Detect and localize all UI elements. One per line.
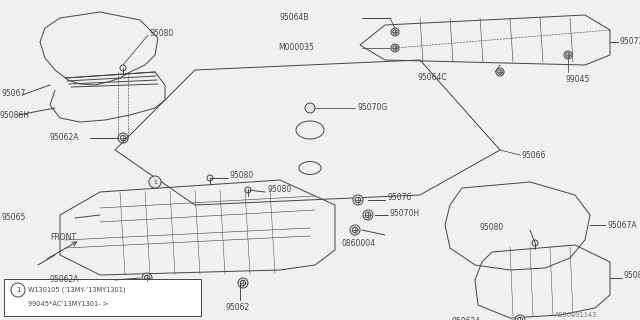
Circle shape: [305, 103, 315, 113]
Circle shape: [142, 273, 152, 283]
Circle shape: [118, 133, 128, 143]
Text: 95080: 95080: [480, 223, 504, 233]
Text: 1: 1: [16, 287, 20, 293]
Circle shape: [391, 28, 399, 36]
Text: 95062A: 95062A: [50, 133, 79, 142]
Text: 1: 1: [153, 180, 157, 185]
Text: 95067A: 95067A: [607, 220, 637, 229]
Circle shape: [532, 240, 538, 246]
Text: 95070H: 95070H: [390, 209, 420, 218]
Text: 95066: 95066: [522, 150, 547, 159]
Text: 95080: 95080: [150, 29, 174, 38]
Text: 95062A: 95062A: [452, 317, 481, 320]
Text: 95067: 95067: [2, 90, 26, 99]
Text: M000035: M000035: [278, 44, 314, 52]
Text: 99045*AC’13MY1301- >: 99045*AC’13MY1301- >: [28, 301, 108, 307]
Circle shape: [353, 195, 363, 205]
Circle shape: [564, 51, 572, 59]
Text: 95076: 95076: [387, 194, 412, 203]
Text: 0860004: 0860004: [342, 238, 376, 247]
Circle shape: [120, 65, 126, 71]
Circle shape: [350, 225, 360, 235]
Circle shape: [363, 210, 373, 220]
Text: 95065: 95065: [2, 213, 26, 222]
Text: FRONT: FRONT: [50, 234, 76, 243]
Text: 95064C: 95064C: [418, 74, 447, 83]
Text: 95080: 95080: [230, 172, 254, 180]
Text: W130105 (’13MY-’13MY1301): W130105 (’13MY-’13MY1301): [28, 287, 125, 293]
Text: 95064B: 95064B: [280, 13, 310, 22]
Text: 95086H: 95086H: [0, 110, 30, 119]
Circle shape: [391, 44, 399, 52]
Circle shape: [496, 68, 504, 76]
Text: 95062: 95062: [225, 303, 249, 313]
Circle shape: [515, 315, 525, 320]
Circle shape: [149, 176, 161, 188]
Text: 95073C: 95073C: [620, 37, 640, 46]
Circle shape: [207, 175, 213, 181]
Text: A950001143: A950001143: [555, 312, 597, 318]
Text: 95062A: 95062A: [50, 276, 79, 284]
FancyBboxPatch shape: [4, 279, 201, 316]
Text: 95070G: 95070G: [358, 103, 388, 113]
Text: 99045: 99045: [565, 76, 589, 84]
Circle shape: [238, 278, 248, 288]
Text: 95080: 95080: [267, 186, 291, 195]
Text: 95086I: 95086I: [624, 271, 640, 281]
Circle shape: [245, 187, 251, 193]
